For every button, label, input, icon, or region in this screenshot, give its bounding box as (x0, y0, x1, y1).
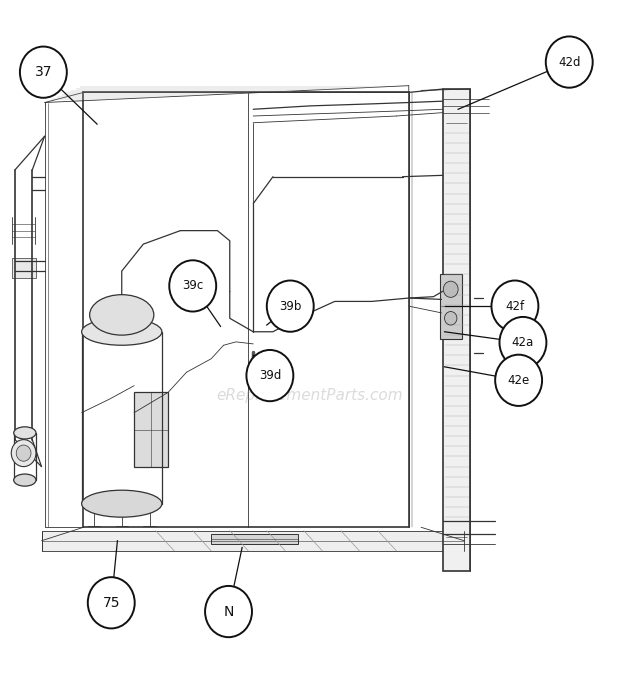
Text: 39c: 39c (182, 280, 203, 292)
Circle shape (546, 37, 593, 88)
Circle shape (205, 586, 252, 637)
Circle shape (20, 47, 67, 97)
Polygon shape (42, 531, 464, 551)
Circle shape (495, 355, 542, 406)
FancyBboxPatch shape (443, 89, 471, 571)
Circle shape (443, 281, 458, 297)
Circle shape (267, 280, 314, 332)
Text: 37: 37 (35, 65, 52, 79)
Ellipse shape (14, 427, 36, 439)
Text: 39b: 39b (279, 300, 301, 313)
Circle shape (169, 260, 216, 311)
Circle shape (445, 311, 457, 325)
Text: 75: 75 (102, 596, 120, 610)
Circle shape (500, 317, 546, 368)
FancyBboxPatch shape (134, 393, 168, 466)
Polygon shape (211, 534, 298, 544)
Ellipse shape (82, 318, 162, 345)
FancyBboxPatch shape (440, 274, 462, 338)
Circle shape (246, 350, 293, 401)
Text: 42d: 42d (558, 56, 580, 68)
Text: 42f: 42f (505, 300, 525, 313)
Circle shape (492, 280, 538, 332)
Text: N: N (223, 605, 234, 619)
Text: 42a: 42a (512, 336, 534, 349)
Ellipse shape (82, 490, 162, 517)
FancyBboxPatch shape (12, 257, 36, 278)
Circle shape (11, 439, 36, 466)
Text: eReplacementParts.com: eReplacementParts.com (216, 389, 404, 403)
Text: 39d: 39d (259, 369, 281, 382)
Ellipse shape (90, 294, 154, 335)
Ellipse shape (14, 474, 36, 486)
Text: 42e: 42e (508, 374, 529, 387)
Circle shape (16, 445, 31, 461)
Circle shape (88, 577, 135, 628)
